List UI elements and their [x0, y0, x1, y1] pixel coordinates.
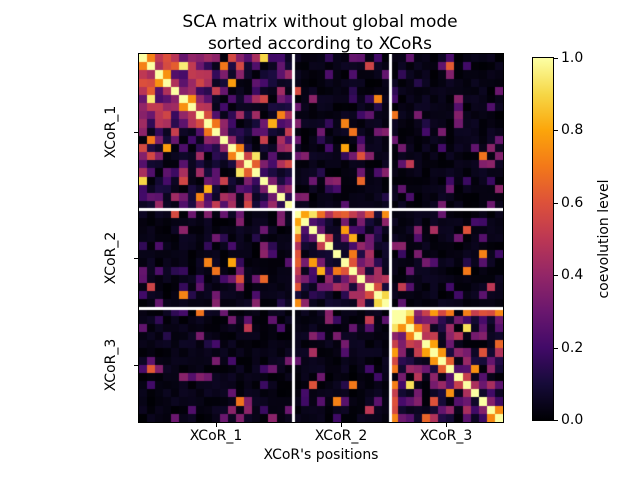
- colorbar-tick-label: 1.0: [561, 50, 584, 66]
- colorbar-tick-label: 0.4: [561, 267, 584, 283]
- colorbar-tick-mark: [554, 58, 558, 59]
- x-tick-mark: [446, 423, 447, 427]
- x-tick-label-xcor-1: XCoR_1: [189, 428, 243, 444]
- y-tick-label-xcor-3: XCoR_3: [103, 338, 119, 392]
- colorbar-tick-label: 0.0: [561, 412, 584, 428]
- y-tick-mark: [134, 365, 138, 366]
- x-tick-label-xcor-3: XCoR_3: [419, 428, 473, 444]
- heatmap-canvas: [139, 54, 503, 422]
- colorbar-tick-label: 0.8: [561, 122, 584, 138]
- colorbar-tick-mark: [554, 203, 558, 204]
- y-tick-label-xcor-1: XCoR_1: [103, 105, 119, 159]
- x-tick-label-xcor-2: XCoR_2: [314, 428, 368, 444]
- chart-title: SCA matrix without global mode sorted ac…: [182, 12, 458, 54]
- y-tick-mark: [134, 258, 138, 259]
- colorbar-label: coevolution level: [596, 179, 612, 299]
- heatmap-plot-area: [138, 53, 504, 423]
- colorbar-tick-label: 0.6: [561, 195, 584, 211]
- x-tick-mark: [341, 423, 342, 427]
- colorbar-tick-mark: [554, 130, 558, 131]
- colorbar-tick-mark: [554, 275, 558, 276]
- colorbar-tick-label: 0.2: [561, 340, 584, 356]
- y-tick-label-xcor-2: XCoR_2: [103, 231, 119, 285]
- colorbar-gradient: [532, 57, 554, 421]
- x-axis-label: XCoR's positions: [263, 447, 379, 463]
- x-tick-mark: [216, 423, 217, 427]
- y-tick-mark: [134, 132, 138, 133]
- colorbar-tick-mark: [554, 420, 558, 421]
- colorbar-tick-mark: [554, 348, 558, 349]
